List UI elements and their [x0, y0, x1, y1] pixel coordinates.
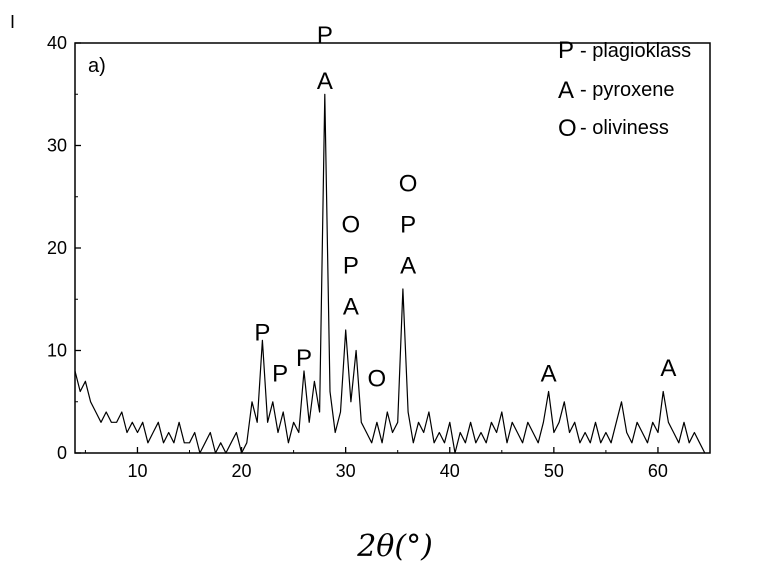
peak-label-A: A [317, 68, 333, 95]
y-tick-label: 20 [47, 238, 67, 258]
series-line-0 [74, 93, 706, 454]
legend-label-plagioklass: - plagioklass [580, 40, 691, 62]
y-tick-label: 0 [57, 443, 67, 463]
x-tick-label: 10 [127, 461, 147, 481]
panel-label: a) [88, 55, 106, 77]
y-tick-label: 30 [47, 136, 67, 156]
x-tick-label: 60 [648, 461, 668, 481]
peak-label-A: A [660, 355, 676, 382]
peak-label-O: O [368, 365, 387, 392]
legend-label-oliviness: - oliviness [580, 117, 669, 139]
peak-label-P: P [296, 345, 312, 372]
peak-label-O: O [342, 212, 361, 239]
legend: P - plagioklass A - pyroxene O - olivine… [558, 37, 691, 142]
legend-symbol-oliviness: O [558, 115, 577, 142]
peak-label-P: P [343, 253, 359, 280]
peak-label-A: A [400, 253, 416, 280]
legend-symbol-plagioklass: P [558, 37, 574, 64]
legend-label-pyroxene: - pyroxene [580, 79, 675, 101]
peak-label-P: P [254, 319, 270, 346]
x-axis-label: 2θ(°) [356, 529, 433, 564]
peak-label-P: P [400, 212, 416, 239]
legend-symbol-pyroxene: A [558, 77, 574, 104]
peak-label-P: P [272, 360, 288, 387]
peak-label-A: A [541, 360, 557, 387]
y-tick-label: 10 [47, 341, 67, 361]
x-tick-label: 50 [544, 461, 564, 481]
y-tick-label: 40 [47, 33, 67, 53]
data-layer [74, 93, 706, 454]
peak-label-O: O [399, 171, 418, 198]
y-axis-label: I [10, 12, 15, 32]
x-tick-label: 40 [440, 461, 460, 481]
x-tick-label: 30 [336, 461, 356, 481]
peak-label-A: A [343, 294, 359, 321]
plot-frame [74, 42, 711, 454]
peak-label-P: P [317, 22, 333, 49]
x-tick-label: 20 [232, 461, 252, 481]
axis-ticks: 10 20 30 40 50 60 0 10 20 30 40 [47, 33, 668, 481]
